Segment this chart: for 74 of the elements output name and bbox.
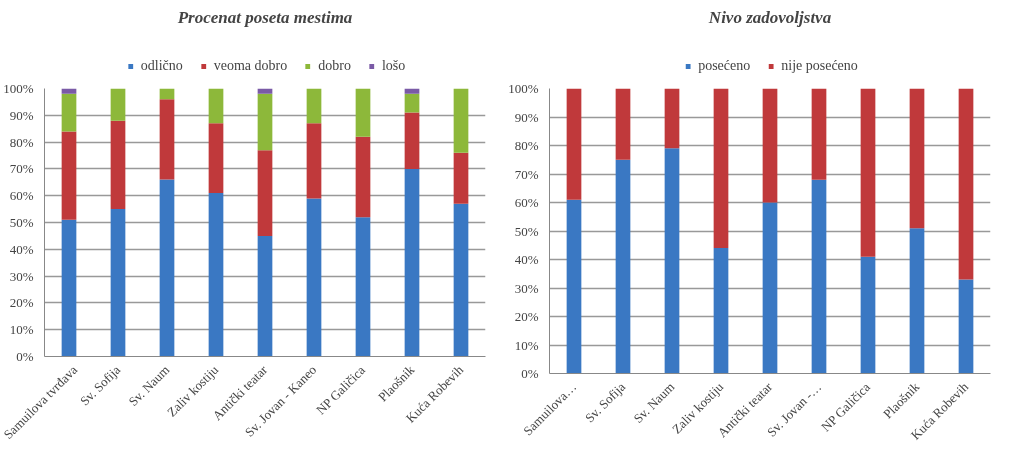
bar [566, 199, 582, 374]
bar [404, 168, 420, 357]
bar [355, 88, 371, 137]
y-tick-label: 30% [9, 268, 34, 284]
y-tick-label: 30% [514, 280, 539, 296]
bar [404, 93, 420, 113]
y-tick-label: 70% [514, 166, 539, 182]
bar [159, 179, 175, 357]
y-tick-label: 80% [514, 138, 539, 153]
bar [453, 88, 469, 153]
chart-title: Procenat poseta mestima [176, 7, 353, 27]
bar [762, 202, 778, 374]
y-tick-label: 70% [9, 161, 34, 177]
bar [306, 198, 322, 357]
y-tick-label: 20% [9, 295, 34, 311]
y-tick-label: 0% [16, 349, 34, 364]
y-tick-label: 90% [514, 109, 539, 125]
y-tick-label: 50% [9, 215, 34, 230]
y-tick-label: 100% [508, 81, 539, 96]
bar [713, 88, 729, 249]
y-tick-label: 80% [9, 134, 34, 150]
bar [762, 88, 778, 203]
bar [958, 88, 974, 280]
y-tick-label: 10% [514, 337, 539, 353]
bar [811, 88, 827, 180]
y-tick-label: 90% [9, 107, 34, 123]
bar [61, 93, 77, 132]
bar [664, 148, 680, 374]
bar [615, 88, 631, 160]
bar [110, 120, 126, 210]
bar [355, 136, 371, 218]
bar [615, 159, 631, 374]
bar [208, 88, 224, 124]
bar [306, 88, 322, 124]
y-tick-label: 50% [514, 223, 539, 239]
bar [306, 123, 322, 199]
y-tick-label: 40% [9, 241, 34, 257]
bar [61, 131, 77, 220]
bar [110, 88, 126, 121]
bar [860, 256, 876, 374]
bar [909, 228, 925, 374]
y-tick-label: 20% [514, 309, 539, 324]
bar [453, 152, 469, 204]
bar [208, 193, 224, 357]
legend-label: odlično [140, 58, 183, 74]
bar [860, 88, 876, 257]
bar [257, 150, 273, 236]
bar [909, 88, 925, 229]
y-tick-label: 60% [514, 195, 539, 210]
bar [811, 179, 827, 374]
bar [404, 112, 420, 169]
bar [61, 219, 77, 357]
y-tick-label: 10% [9, 322, 34, 338]
legend-label: nije posećeno [781, 58, 858, 74]
bar [713, 248, 729, 374]
bar [208, 123, 224, 194]
y-tick-label: 40% [514, 252, 539, 267]
y-tick-label: 0% [521, 366, 539, 381]
bar [159, 99, 175, 180]
y-tick-label: 60% [9, 188, 34, 204]
bar [664, 88, 680, 149]
bar [110, 209, 126, 357]
bar [257, 235, 273, 357]
legend-label: veoma dobro [213, 58, 288, 74]
bar [257, 93, 273, 151]
legend-label: posećeno [698, 58, 751, 74]
chart-title: Nivo zadovoljstva [707, 7, 832, 27]
legend-label: dobro [318, 58, 351, 74]
bar [453, 203, 469, 357]
y-tick-label: 100% [3, 81, 34, 96]
bar [355, 217, 371, 357]
bar [958, 279, 974, 374]
bar [566, 88, 582, 200]
legend-label: lošo [381, 58, 406, 74]
